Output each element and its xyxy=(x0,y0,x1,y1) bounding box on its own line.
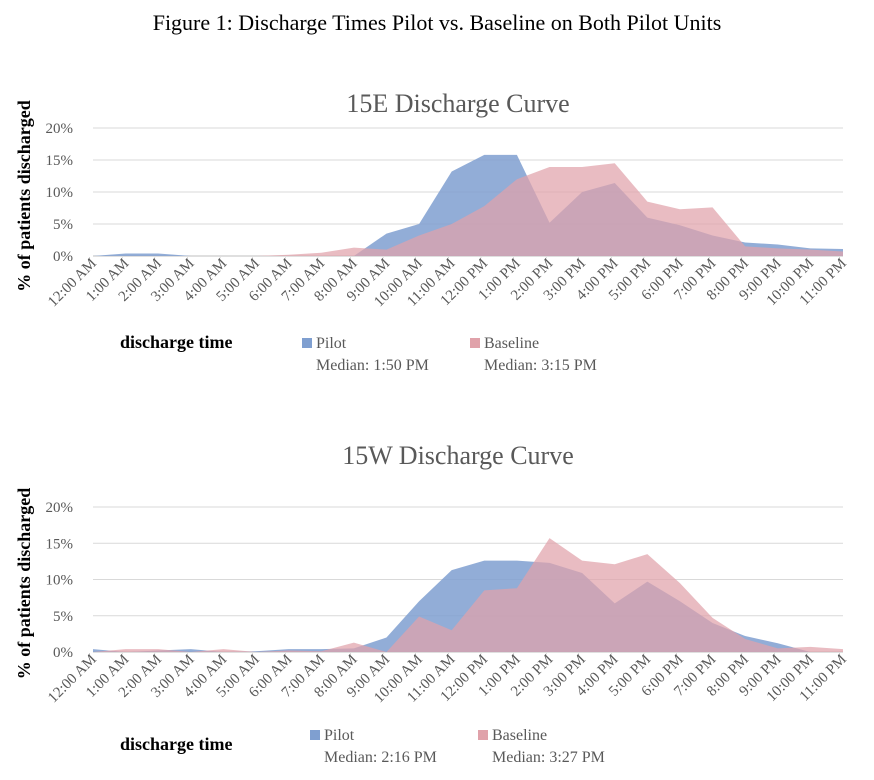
x-axis-label: discharge time xyxy=(120,734,232,754)
figure-title: Figure 1: Discharge Times Pilot vs. Base… xyxy=(152,10,722,35)
chart-title: 15W Discharge Curve xyxy=(342,441,574,470)
y-tick-label: 5% xyxy=(53,609,73,625)
legend-swatch-pilot xyxy=(302,338,312,348)
y-tick-label: 5% xyxy=(53,217,73,233)
chart-title: 15E Discharge Curve xyxy=(346,89,569,118)
legend-median-pilot: Median: 2:16 PM xyxy=(324,749,437,766)
legend-label-baseline: Baseline xyxy=(484,335,539,352)
y-tick-label: 0% xyxy=(53,645,73,661)
chart-15e: 15E Discharge Curve 0% 5% 10% 15% 20% 12:00 AM… xyxy=(14,89,850,374)
baseline-area xyxy=(93,163,843,256)
y-tick-label: 15% xyxy=(46,536,74,552)
y-tick-label: 10% xyxy=(46,185,74,201)
legend-median-baseline: Median: 3:15 PM xyxy=(484,357,597,374)
legend-swatch-pilot xyxy=(310,730,320,740)
y-axis-label: % of patients discharged xyxy=(14,488,34,680)
legend-label-pilot: Pilot xyxy=(316,335,347,352)
baseline-area xyxy=(93,538,843,652)
y-axis-label: % of patients discharged xyxy=(14,100,34,292)
legend-median-pilot: Median: 1:50 PM xyxy=(316,357,429,374)
legend-median-baseline: Median: 3:27 PM xyxy=(492,749,605,766)
legend-label-baseline: Baseline xyxy=(492,727,547,744)
legend-label-pilot: Pilot xyxy=(324,727,355,744)
x-axis-label: discharge time xyxy=(120,332,232,352)
legend-swatch-baseline xyxy=(478,730,488,740)
y-tick-label: 0% xyxy=(53,249,73,265)
legend-swatch-baseline xyxy=(470,338,480,348)
y-tick-label: 10% xyxy=(46,573,74,589)
y-tick-label: 20% xyxy=(46,500,74,516)
y-tick-label: 20% xyxy=(46,121,74,137)
y-tick-label: 15% xyxy=(46,153,74,169)
